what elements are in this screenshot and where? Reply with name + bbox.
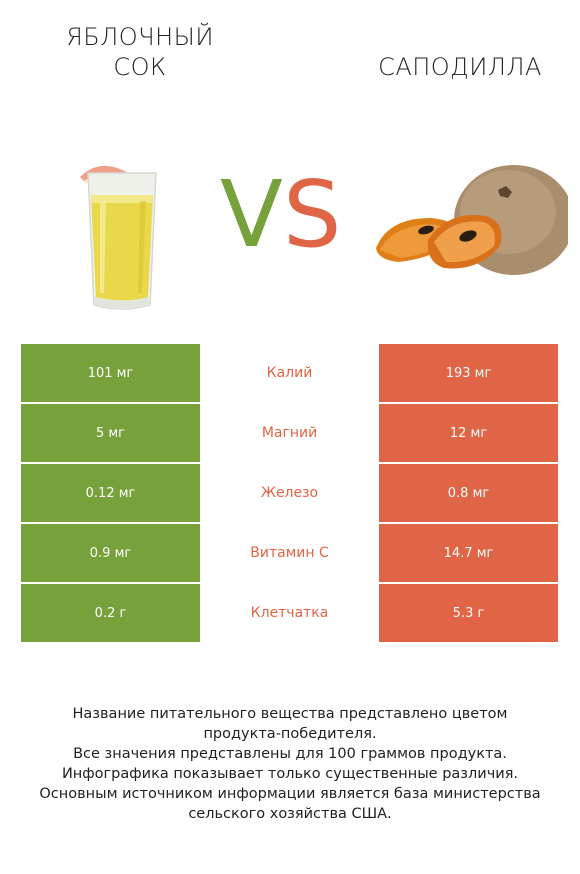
nutrient-name: Витамин С bbox=[200, 524, 379, 582]
right-value: 14.7 мг bbox=[379, 524, 558, 582]
table-row: 5 мг Магний 12 мг bbox=[21, 404, 558, 462]
footer-notes: Название питательного вещества представл… bbox=[20, 704, 560, 824]
table-row: 101 мг Калий 193 мг bbox=[21, 344, 558, 402]
right-product-title: САПОДИЛЛА bbox=[378, 53, 542, 81]
left-value: 101 мг bbox=[21, 344, 200, 402]
left-value: 0.12 мг bbox=[21, 464, 200, 522]
versus-label: VS bbox=[220, 165, 341, 265]
left-title-line2: СОК bbox=[113, 53, 167, 81]
table-row: 0.2 г Клетчатка 5.3 г bbox=[21, 584, 558, 642]
nutrient-name: Клетчатка bbox=[200, 584, 379, 642]
versus-s: S bbox=[282, 161, 342, 268]
table-row: 0.12 мг Железо 0.8 мг bbox=[21, 464, 558, 522]
right-value: 193 мг bbox=[379, 344, 558, 402]
versus-v: V bbox=[220, 161, 283, 268]
nutrient-name: Магний bbox=[200, 404, 379, 462]
footer-line: Все значения представлены для 100 граммо… bbox=[73, 746, 507, 762]
left-value: 0.9 мг bbox=[21, 524, 200, 582]
left-product-title: ЯБЛОЧНЫЙ СОК bbox=[20, 22, 260, 82]
right-value: 12 мг bbox=[379, 404, 558, 462]
right-value: 0.8 мг bbox=[379, 464, 558, 522]
right-value: 5.3 г bbox=[379, 584, 558, 642]
fruit-stem-icon bbox=[498, 186, 512, 198]
comparison-table: 101 мг Калий 193 мг 5 мг Магний 12 мг 0.… bbox=[21, 344, 558, 644]
nutrient-name: Железо bbox=[200, 464, 379, 522]
nutrient-name: Калий bbox=[200, 344, 379, 402]
sapodilla-fruit-image bbox=[376, 165, 568, 275]
table-row: 0.9 мг Витамин С 14.7 мг bbox=[21, 524, 558, 582]
footer-line: Инфографика показывает только существенн… bbox=[61, 766, 519, 782]
left-value: 5 мг bbox=[21, 404, 200, 462]
footer-line: Основным источником информации является … bbox=[39, 786, 541, 802]
footer-line: Название питательного вещества представл… bbox=[72, 706, 508, 722]
footer-line: сельского хозяйства США. bbox=[188, 806, 392, 822]
left-title-line1: ЯБЛОЧНЫЙ bbox=[66, 23, 214, 51]
apple-juice-glass-image bbox=[80, 165, 157, 310]
footer-line: продукта-победителя. bbox=[203, 726, 377, 742]
left-value: 0.2 г bbox=[21, 584, 200, 642]
